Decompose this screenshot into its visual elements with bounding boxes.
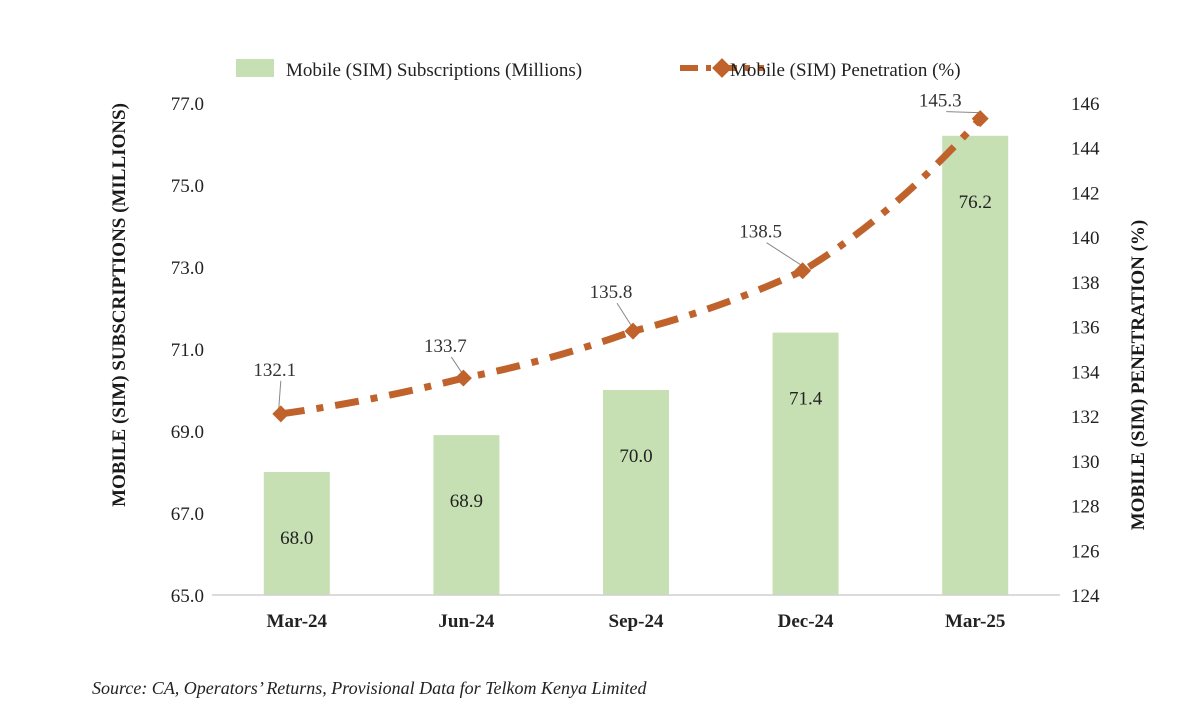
leader-line — [278, 380, 282, 408]
line-marker — [794, 262, 812, 280]
y2-tick-label: 144 — [1071, 139, 1100, 160]
bar-value-label: 71.4 — [789, 389, 823, 410]
x-tick-label: Sep-24 — [609, 611, 664, 632]
y2-tick-label: 146 — [1071, 94, 1100, 115]
bar — [433, 435, 500, 595]
y-tick-label: 65.0 — [171, 586, 204, 607]
bar-value-label: 68.9 — [450, 491, 483, 512]
legend-line-label: Mobile (SIM) Penetration (%) — [730, 60, 961, 81]
line-value-label: 133.7 — [424, 336, 467, 357]
y2-tick-label: 128 — [1071, 497, 1100, 518]
bars: 68.0 68.9 70.0 71.4 76.2 — [263, 135, 1009, 596]
y2-tick-label: 126 — [1071, 541, 1100, 562]
y2-tick-label: 134 — [1071, 362, 1100, 383]
y-tick-label: 77.0 — [171, 94, 204, 115]
y-tick-label: 69.0 — [171, 422, 204, 443]
legend: Mobile (SIM) Subscriptions (Millions) Mo… — [236, 58, 961, 81]
bar-value-label: 70.0 — [619, 446, 652, 467]
x-tick-label: Mar-24 — [267, 611, 328, 632]
line-value-label: 138.5 — [739, 222, 782, 243]
bar — [603, 390, 669, 595]
y-tick-label: 75.0 — [171, 176, 204, 197]
penetration-line-path — [280, 116, 983, 418]
bar — [942, 135, 1009, 596]
legend-bar-label: Mobile (SIM) Subscriptions (Millions) — [286, 60, 582, 81]
line-value-label: 145.3 — [919, 91, 962, 112]
y2-tick-label: 140 — [1071, 228, 1100, 249]
leader-line — [766, 242, 801, 266]
y-axis-title: MOBILE (SIM) SUBSCRIPTIONS (MILLIONS) — [109, 103, 130, 507]
legend-line-marker — [712, 58, 732, 78]
leader-line — [616, 302, 632, 326]
y2-axis: 124 126 128 130 132 134 136 138 140 142 144 146 — [1071, 94, 1100, 607]
x-tick-label: Mar-25 — [945, 611, 1006, 632]
leader-line — [946, 111, 979, 114]
y-tick-label: 71.0 — [171, 340, 204, 361]
y2-tick-label: 132 — [1071, 407, 1100, 428]
chart: Mobile (SIM) Subscriptions (Millions) Mo… — [109, 58, 1149, 632]
leader-line — [450, 356, 462, 373]
bar-value-label: 68.0 — [280, 528, 313, 549]
y2-tick-label: 142 — [1071, 183, 1100, 204]
source-note: Source: CA, Operators’ Returns, Provisio… — [92, 678, 647, 698]
x-tick-label: Jun-24 — [438, 611, 494, 632]
y-axis: 65.0 67.0 69.0 71.0 73.0 75.0 77.0 — [171, 94, 204, 607]
y2-tick-label: 138 — [1071, 273, 1100, 294]
bar-value-label: 76.2 — [959, 192, 992, 213]
line-marker — [454, 369, 472, 387]
y-tick-label: 67.0 — [171, 504, 204, 525]
y2-axis-title: MOBILE (SIM) PENETRATION (%) — [1128, 220, 1149, 531]
bar — [772, 332, 839, 595]
line-marker — [272, 405, 290, 423]
y2-tick-label: 136 — [1071, 318, 1100, 339]
line-marker — [624, 322, 642, 340]
line-value-label: 135.8 — [590, 282, 633, 303]
y-tick-label: 73.0 — [171, 258, 204, 279]
penetration-line: 132.1 133.7 135.8 138.5 145.3 — [253, 91, 989, 423]
x-axis: Mar-24 Jun-24 Sep-24 Dec-24 Mar-25 — [267, 611, 1006, 632]
bar — [263, 472, 330, 595]
line-value-label: 132.1 — [253, 360, 296, 381]
y2-tick-label: 124 — [1071, 586, 1100, 607]
y2-tick-label: 130 — [1071, 452, 1100, 473]
line-marker — [971, 110, 989, 128]
legend-bar-swatch — [236, 59, 274, 77]
x-tick-label: Dec-24 — [778, 611, 834, 632]
